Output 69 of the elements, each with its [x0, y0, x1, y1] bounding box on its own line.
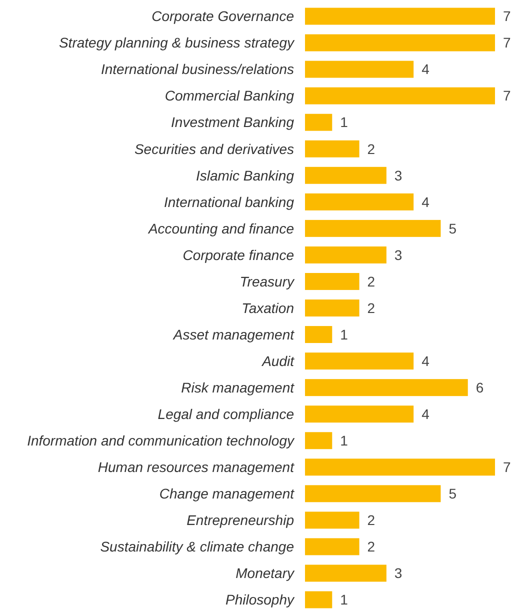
y-tick-label: Accounting and finance	[147, 220, 294, 236]
data-label: 5	[448, 220, 457, 236]
data-label: 4	[422, 194, 430, 210]
bar	[305, 564, 386, 582]
bar	[305, 114, 332, 131]
bar	[305, 352, 414, 370]
bar	[305, 591, 332, 608]
y-tick-label: Change management	[159, 486, 296, 502]
y-tick-label: Sustainability & climate change	[100, 538, 294, 555]
y-tick-label: Legal and compliance	[158, 406, 294, 422]
y-tick-label: Information and communication technology	[27, 432, 295, 449]
y-tick-label: Islamic Banking	[196, 167, 294, 184]
bar	[305, 512, 360, 529]
y-tick-label: Philosophy	[226, 592, 295, 608]
bar	[305, 538, 360, 556]
data-label: 1	[340, 432, 348, 449]
bar	[305, 166, 386, 184]
data-label: 7	[503, 88, 511, 104]
y-tick-label: Treasury	[240, 273, 295, 290]
data-label: 1	[340, 592, 348, 608]
y-tick-label: Taxation	[242, 300, 294, 316]
bar	[305, 34, 495, 52]
y-tick-label: Human resources management	[98, 459, 296, 476]
bar	[305, 485, 441, 502]
data-label: 2	[367, 538, 376, 555]
bar	[305, 379, 468, 396]
y-tick-label: International business/relations	[100, 61, 294, 78]
y-tick-label: Audit	[261, 352, 296, 369]
y-tick-label: Strategy planning & business strategy	[58, 34, 295, 51]
bar	[305, 193, 414, 210]
bar	[305, 87, 495, 104]
data-label: 6	[476, 379, 484, 396]
data-label: 2	[367, 140, 376, 157]
bar	[305, 406, 414, 423]
y-tick-label: Entrepreneurship	[186, 512, 294, 528]
bar	[305, 60, 414, 78]
y-tick-label: Corporate Governance	[152, 8, 294, 24]
data-label: 3	[394, 246, 402, 263]
bar	[305, 140, 360, 158]
y-tick-label: Risk management	[181, 379, 296, 396]
y-tick-label: Asset management	[172, 326, 296, 342]
data-label: 5	[448, 486, 457, 502]
data-label: 2	[367, 512, 376, 528]
bar	[305, 300, 360, 316]
bar	[305, 8, 495, 25]
bar	[305, 272, 360, 290]
data-label: 3	[394, 565, 402, 582]
data-label: 7	[503, 459, 511, 476]
bar	[305, 458, 495, 476]
data-label: 7	[503, 8, 511, 24]
y-tick-label: International banking	[164, 194, 294, 210]
data-label: 1	[340, 114, 348, 130]
data-label: 4	[422, 406, 430, 422]
data-label: 4	[422, 61, 430, 78]
data-label: 3	[394, 167, 402, 184]
bar	[305, 432, 332, 450]
data-label: 7	[503, 34, 511, 51]
y-tick-label: Commercial Banking	[164, 88, 294, 104]
y-tick-label: Monetary	[236, 565, 295, 582]
bar	[305, 246, 386, 264]
data-label: 2	[367, 300, 376, 316]
bar	[305, 220, 441, 237]
bar	[305, 326, 332, 344]
y-tick-label: Securities and derivatives	[134, 140, 294, 157]
data-label: 1	[340, 326, 348, 342]
data-label: 2	[367, 273, 376, 290]
data-label: 4	[422, 352, 430, 369]
y-tick-label: Investment Banking	[171, 114, 294, 130]
y-tick-label: Corporate finance	[182, 246, 294, 263]
